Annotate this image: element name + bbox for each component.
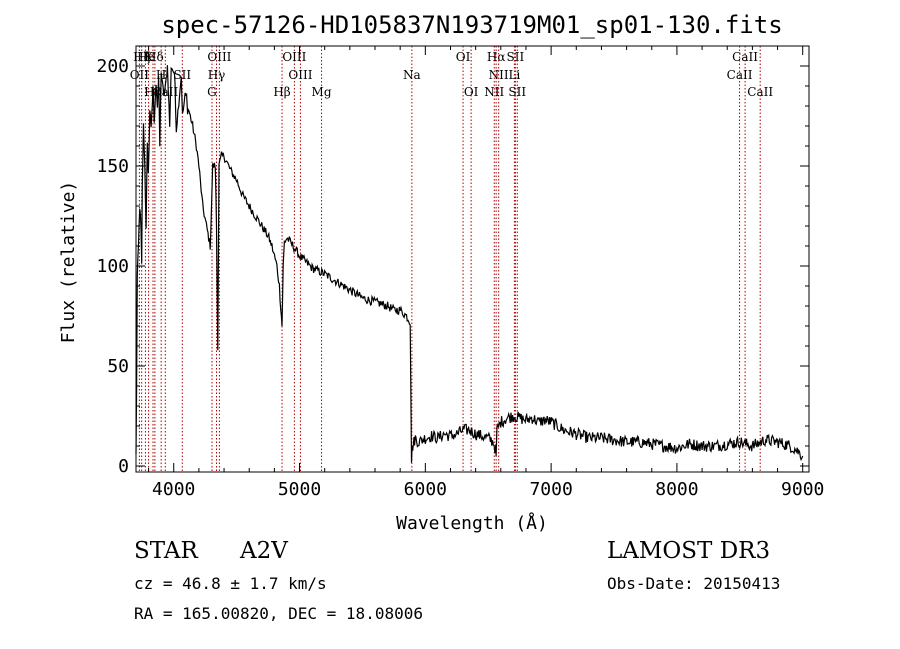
y-tick-label: 150 bbox=[96, 156, 129, 177]
y-axis-label: Flux (relative) bbox=[58, 181, 79, 344]
line-label: OIII bbox=[207, 50, 231, 64]
line-label: OI bbox=[456, 50, 471, 64]
survey-name: LAMOST DR3 bbox=[607, 538, 771, 564]
x-tick-label: 9000 bbox=[781, 479, 824, 500]
line-label: CaII bbox=[747, 85, 773, 99]
y-tick-label: 50 bbox=[107, 356, 129, 377]
ra-dec: RA = 165.00820, DEC = 18.08006 bbox=[134, 604, 423, 623]
chart-title: spec-57126-HD105837N193719M01_sp01-130.f… bbox=[161, 11, 782, 39]
plot-axes: 4000 5000 6000 7000 8000 9000 0 50 100 150 200 bbox=[96, 46, 824, 500]
line-label: Hδ bbox=[146, 50, 164, 64]
object-subclass: A2V bbox=[240, 538, 288, 564]
line-label: Mg bbox=[312, 85, 332, 99]
plot-frame bbox=[135, 45, 810, 473]
x-tick-label: 5000 bbox=[278, 479, 321, 500]
line-label: SII bbox=[508, 85, 526, 99]
x-tick-label: 7000 bbox=[529, 479, 572, 500]
line-label: OI bbox=[464, 85, 479, 99]
line-label: Hε bbox=[137, 50, 154, 64]
object-class: STAR bbox=[134, 538, 198, 564]
y-tick-label: 0 bbox=[118, 456, 129, 477]
x-tick-label: 6000 bbox=[404, 479, 447, 500]
line-label: Hβ bbox=[273, 85, 290, 99]
line-label: Hα bbox=[487, 50, 506, 64]
y-tick-label: 200 bbox=[96, 56, 129, 77]
line-label: SII bbox=[173, 68, 191, 82]
line-label: OIII bbox=[288, 68, 312, 82]
redshift-cz: cz = 46.8 ± 1.7 km/s bbox=[134, 574, 327, 593]
line-label: CaII bbox=[727, 68, 753, 82]
x-axis-label: Wavelength (Å) bbox=[396, 512, 548, 534]
line-label: CaII bbox=[732, 50, 758, 64]
line-label: Hγ bbox=[208, 68, 226, 82]
flux-series-line bbox=[135, 65, 804, 463]
x-tick-label: 8000 bbox=[655, 479, 698, 500]
line-label: Li bbox=[508, 68, 520, 82]
line-label: G bbox=[207, 85, 217, 99]
line-label: NII bbox=[489, 68, 509, 82]
line-label: OIII bbox=[282, 50, 306, 64]
observation-date: Obs-Date: 20150413 bbox=[607, 574, 781, 593]
line-label: Hζ bbox=[133, 50, 150, 64]
y-tick-label: 100 bbox=[96, 256, 129, 277]
line-label: OII bbox=[130, 68, 150, 82]
line-label: K bbox=[144, 50, 154, 64]
line-label: Na bbox=[403, 68, 421, 82]
line-label: SII bbox=[507, 50, 525, 64]
x-tick-label: 4000 bbox=[152, 479, 195, 500]
line-label: NII bbox=[484, 85, 504, 99]
